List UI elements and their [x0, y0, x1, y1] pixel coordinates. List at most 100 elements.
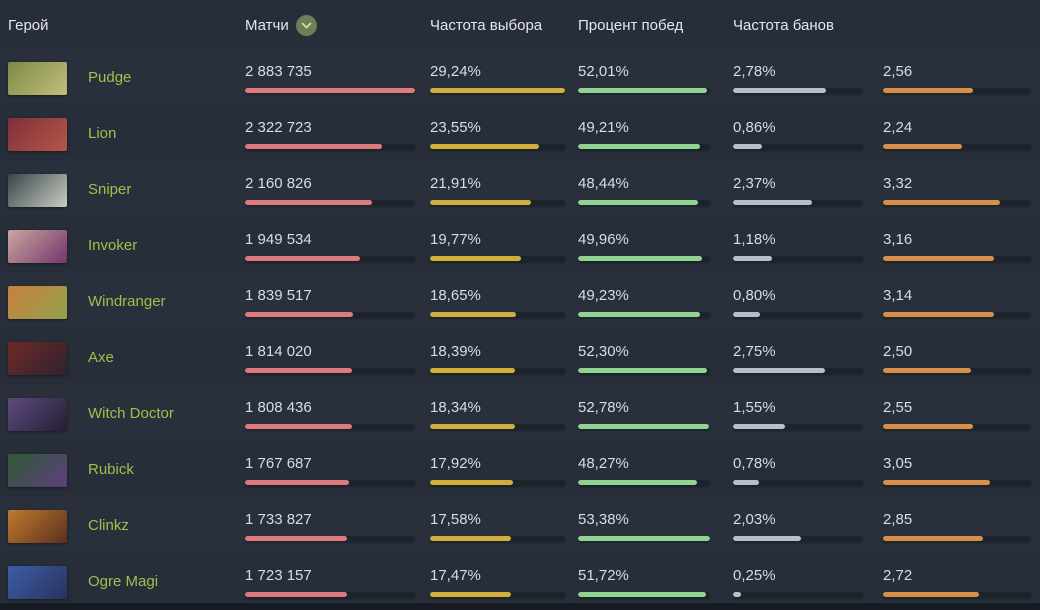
hero-name-link[interactable]: Windranger: [88, 293, 166, 310]
ban-rate-bar-fill: [733, 592, 742, 597]
hero-portrait[interactable]: [8, 397, 67, 431]
rating-bar-track: [883, 536, 1031, 541]
column-header-win-rate[interactable]: Процент побед: [578, 16, 684, 34]
hero-name-link[interactable]: Clinkz: [88, 517, 129, 534]
win-rate-cell: 52,01%: [578, 63, 733, 93]
hero-portrait[interactable]: [8, 453, 67, 487]
matches-bar-track: [245, 88, 415, 93]
ban-rate-value: 1,18%: [733, 231, 776, 248]
table-row: Clinkz 1 733 827 17,58% 53,38% 2,03% 2,8…: [0, 498, 1040, 554]
ban-rate-bar-track: [733, 88, 863, 93]
matches-bar-track: [245, 480, 415, 485]
hero-portrait[interactable]: [8, 565, 67, 599]
rating-value: 3,16: [883, 231, 913, 248]
hero-name-link[interactable]: Ogre Magi: [88, 573, 159, 590]
win-rate-bar-track: [578, 592, 710, 597]
hero-name-link[interactable]: Rubick: [88, 461, 134, 478]
hero-name-link[interactable]: Pudge: [88, 69, 132, 86]
rating-bar-track: [883, 424, 1031, 429]
rating-bar-track: [883, 480, 1031, 485]
rating-bar-fill: [883, 480, 991, 485]
ban-rate-bar-fill: [733, 424, 785, 429]
pick-rate-value: 17,47%: [430, 567, 481, 584]
pick-rate-value: 29,24%: [430, 63, 481, 80]
pick-rate-bar-fill: [430, 424, 515, 429]
pick-rate-bar-fill: [430, 256, 522, 261]
pick-rate-value: 21,91%: [430, 175, 481, 192]
ban-rate-bar-track: [733, 144, 863, 149]
matches-cell: 1 814 020: [245, 343, 430, 373]
ban-rate-cell: 1,55%: [733, 399, 883, 429]
hero-portrait[interactable]: [8, 341, 67, 375]
column-header-matches[interactable]: Матчи: [245, 14, 430, 36]
hero-portrait[interactable]: [8, 173, 67, 207]
hero-portrait-cell: [0, 509, 80, 543]
rating-bar-fill: [883, 88, 974, 93]
hero-portrait[interactable]: [8, 509, 67, 543]
hero-name-cell: Axe: [80, 349, 245, 367]
ban-rate-bar-fill: [733, 256, 773, 261]
rating-value: 2,85: [883, 511, 913, 528]
ban-rate-cell: 0,78%: [733, 455, 883, 485]
rating-cell: 3,32: [883, 175, 1040, 205]
matches-value: 1 733 827: [245, 511, 312, 528]
pick-rate-cell: 23,55%: [430, 119, 578, 149]
matches-value: 1 723 157: [245, 567, 312, 584]
table-row: Windranger 1 839 517 18,65% 49,23% 0,80%…: [0, 274, 1040, 330]
column-header-hero[interactable]: Герой: [8, 16, 49, 34]
rating-bar-track: [883, 88, 1031, 93]
win-rate-bar-track: [578, 200, 710, 205]
pick-rate-bar-fill: [430, 480, 513, 485]
column-header-pick-rate[interactable]: Частота выбора: [430, 16, 543, 34]
rating-bar-fill: [883, 424, 973, 429]
rating-bar-fill: [883, 200, 1000, 205]
win-rate-bar-fill: [578, 424, 709, 429]
hero-portrait[interactable]: [8, 285, 67, 319]
win-rate-value: 53,38%: [578, 511, 629, 528]
pick-rate-cell: 18,34%: [430, 399, 578, 429]
hero-name-cell: Clinkz: [80, 517, 245, 535]
hero-portrait[interactable]: [8, 117, 67, 151]
win-rate-cell: 52,78%: [578, 399, 733, 429]
rating-value: 2,72: [883, 567, 913, 584]
matches-cell: 1 839 517: [245, 287, 430, 317]
matches-bar-fill: [245, 592, 347, 597]
column-header-ban-rate[interactable]: Частота банов: [733, 16, 834, 34]
pick-rate-value: 19,77%: [430, 231, 481, 248]
matches-bar-fill: [245, 424, 352, 429]
hero-name-link[interactable]: Lion: [88, 125, 117, 142]
pick-rate-value: 17,92%: [430, 455, 481, 472]
pick-rate-bar-track: [430, 88, 565, 93]
win-rate-bar-track: [578, 88, 710, 93]
sort-desc-icon[interactable]: [295, 14, 317, 36]
rating-cell: 3,16: [883, 231, 1040, 261]
win-rate-bar-fill: [578, 256, 702, 261]
ban-rate-cell: 2,75%: [733, 343, 883, 373]
win-rate-bar-fill: [578, 144, 700, 149]
ban-rate-value: 2,03%: [733, 511, 776, 528]
hero-name-link[interactable]: Witch Doctor: [88, 405, 174, 422]
matches-cell: 1 767 687: [245, 455, 430, 485]
hero-portrait[interactable]: [8, 229, 67, 263]
matches-cell: 2 883 735: [245, 63, 430, 93]
matches-cell: 2 160 826: [245, 175, 430, 205]
hero-name-link[interactable]: Invoker: [88, 237, 138, 254]
hero-name-cell: Witch Doctor: [80, 405, 245, 423]
table-row: Lion 2 322 723 23,55% 49,21% 0,86% 2,24: [0, 106, 1040, 162]
win-rate-bar-track: [578, 424, 710, 429]
table-row: Invoker 1 949 534 19,77% 49,96% 1,18% 3,…: [0, 218, 1040, 274]
win-rate-value: 49,23%: [578, 287, 629, 304]
ban-rate-bar-track: [733, 368, 863, 373]
hero-name-link[interactable]: Axe: [88, 349, 114, 366]
win-rate-cell: 49,23%: [578, 287, 733, 317]
bottom-edge-strip: [0, 603, 1040, 610]
hero-portrait-cell: [0, 285, 80, 319]
pick-rate-bar-track: [430, 144, 565, 149]
pick-rate-bar-track: [430, 592, 565, 597]
hero-name-link[interactable]: Sniper: [88, 181, 132, 198]
pick-rate-bar-fill: [430, 144, 539, 149]
table-row: Pudge 2 883 735 29,24% 52,01% 2,78% 2,56: [0, 50, 1040, 106]
ban-rate-bar-track: [733, 256, 863, 261]
hero-portrait[interactable]: [8, 61, 67, 95]
